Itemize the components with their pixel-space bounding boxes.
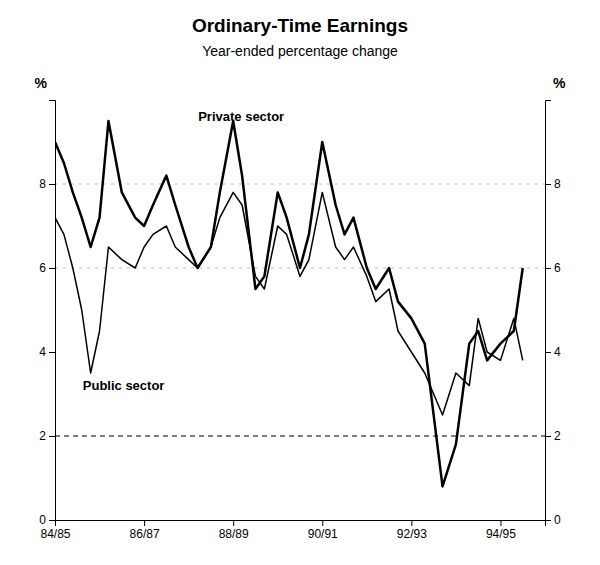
tick: 90/91 bbox=[308, 520, 338, 541]
tick-mark bbox=[49, 268, 55, 269]
axis-line bbox=[546, 101, 552, 521]
tick: 86/87 bbox=[130, 520, 160, 541]
tick-mark bbox=[500, 520, 501, 526]
axis-line bbox=[56, 521, 546, 527]
tick-mark bbox=[545, 352, 551, 353]
tick-mark bbox=[322, 520, 323, 526]
tick-label: 2 bbox=[554, 429, 561, 443]
tick-mark bbox=[49, 520, 55, 521]
tick-label: 0 bbox=[554, 513, 561, 527]
y-axis: 0 2 4 6 8 bbox=[39, 101, 55, 528]
y-axis-label: % bbox=[35, 75, 48, 91]
tick-label: 4 bbox=[39, 345, 46, 359]
title: Ordinary-Time Earnings bbox=[192, 15, 408, 36]
tick-label: 88/89 bbox=[219, 527, 249, 541]
tick: 92/93 bbox=[397, 520, 427, 541]
tick-mark bbox=[49, 436, 55, 437]
tick: 6 bbox=[39, 261, 55, 275]
y2-axis: 0 2 4 6 8 bbox=[545, 101, 561, 528]
tick-mark bbox=[233, 520, 234, 526]
series-label: Private sector bbox=[198, 109, 284, 124]
reference-line bbox=[55, 436, 545, 437]
tick-label: 86/87 bbox=[130, 527, 160, 541]
tick-mark bbox=[49, 184, 55, 185]
chart: Ordinary-Time Earnings Year-ended percent… bbox=[0, 0, 600, 565]
tick-label: 6 bbox=[39, 261, 46, 275]
reference-line bbox=[55, 184, 545, 185]
tick-label: 0 bbox=[39, 513, 46, 527]
tick: 6 bbox=[545, 261, 561, 275]
tick: 2 bbox=[545, 429, 561, 443]
tick-label: 4 bbox=[554, 345, 561, 359]
tick-label: 90/91 bbox=[308, 527, 338, 541]
series-line bbox=[55, 121, 523, 486]
axis-line bbox=[49, 101, 56, 521]
tick-label: 8 bbox=[554, 177, 561, 191]
tick-mark bbox=[545, 184, 551, 185]
tick-mark bbox=[545, 268, 551, 269]
tick-label: 84/85 bbox=[40, 527, 70, 541]
y2-axis-label: % bbox=[553, 75, 566, 91]
series-label: Public sector bbox=[83, 378, 165, 393]
tick-mark bbox=[545, 520, 551, 521]
tick-label: 92/93 bbox=[397, 527, 427, 541]
tick-mark bbox=[49, 352, 55, 353]
plot: 84/85 86/87 88/89 90/91 92/93 94/95 0 2 4 6 8 0 2 4 6 8… bbox=[35, 75, 566, 541]
tick: 88/89 bbox=[219, 520, 249, 541]
marks bbox=[55, 121, 545, 486]
tick: 0 bbox=[545, 513, 561, 527]
series-line bbox=[55, 192, 523, 415]
tick: 0 bbox=[39, 513, 55, 527]
tick: 2 bbox=[39, 429, 55, 443]
tick-label: 6 bbox=[554, 261, 561, 275]
tick: 4 bbox=[39, 345, 55, 359]
tick: 94/95 bbox=[486, 520, 516, 541]
tick: 4 bbox=[545, 345, 561, 359]
subtitle: Year-ended percentage change bbox=[202, 43, 398, 59]
tick-label: 8 bbox=[39, 177, 46, 191]
tick-label: 2 bbox=[39, 429, 46, 443]
x-axis: 84/85 86/87 88/89 90/91 92/93 94/95 bbox=[40, 520, 545, 541]
tick: 8 bbox=[545, 177, 561, 191]
tick: 8 bbox=[39, 177, 55, 191]
tick-label: 94/95 bbox=[486, 527, 516, 541]
tick-mark bbox=[411, 520, 412, 526]
tick-mark bbox=[144, 520, 145, 526]
tick-mark bbox=[545, 436, 551, 437]
